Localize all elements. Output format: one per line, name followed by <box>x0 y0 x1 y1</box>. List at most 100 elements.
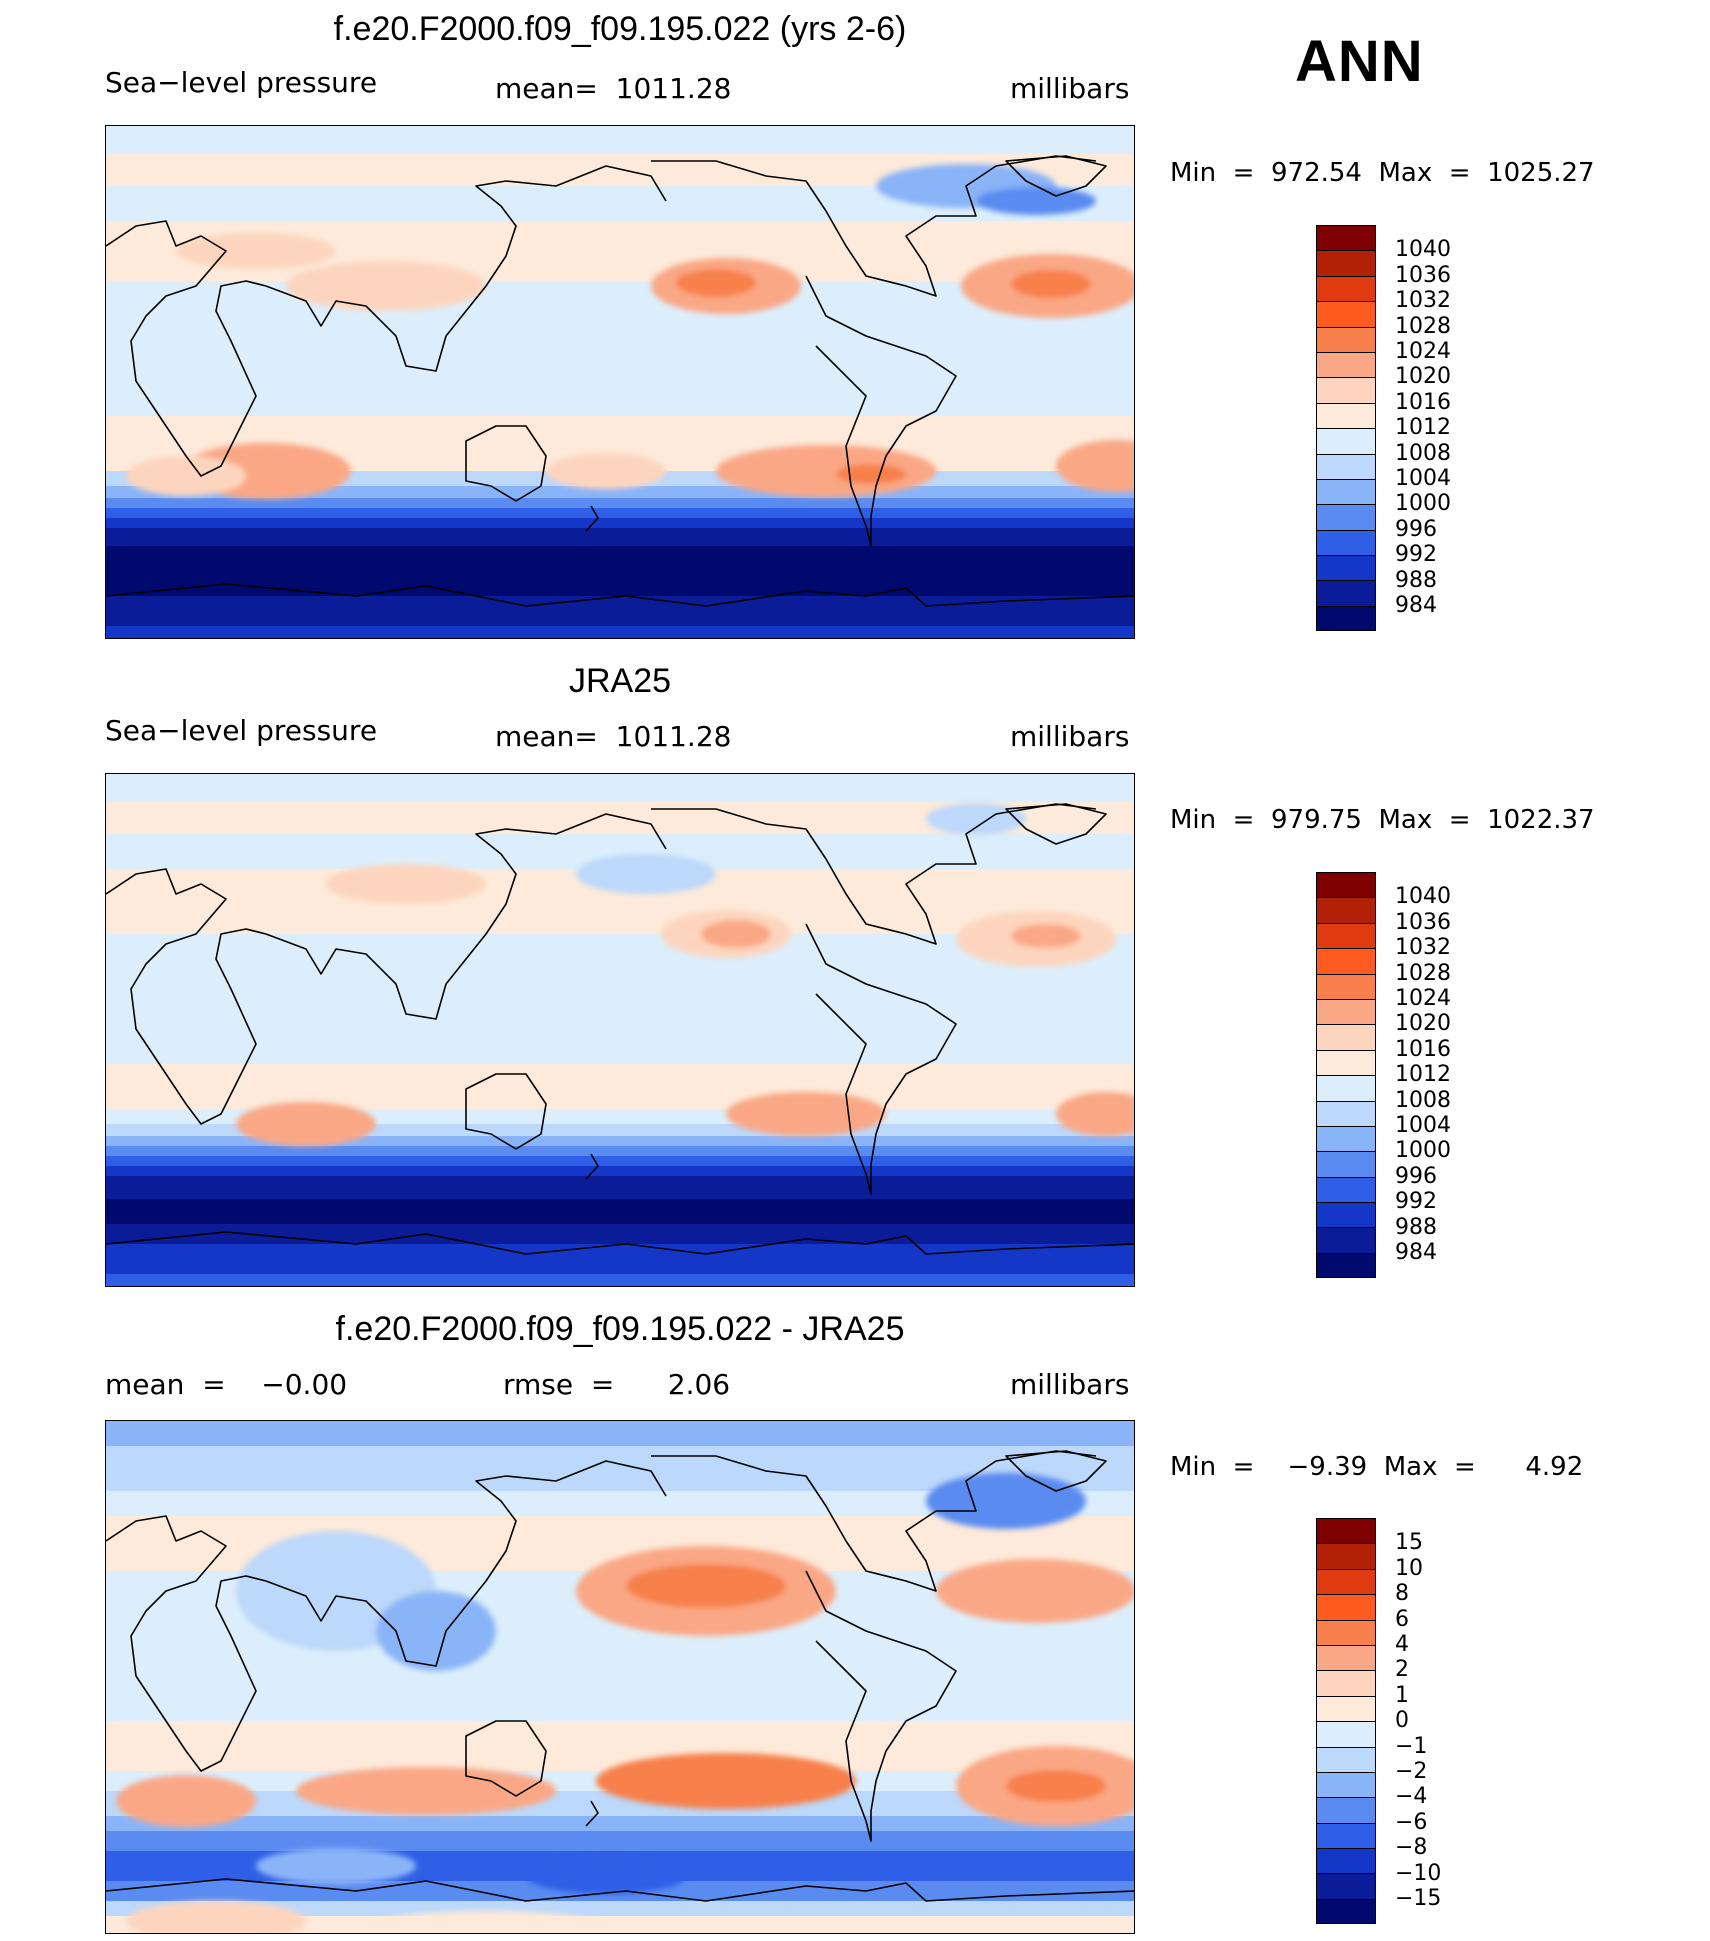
colorbar-tick-label: 1024 <box>1395 986 1451 1011</box>
colorbar-tick-label: 1016 <box>1395 389 1451 415</box>
colorbar-swatch <box>1316 301 1376 327</box>
colorbar-tick-label: 4 <box>1395 1632 1409 1657</box>
contour-band <box>106 1224 1134 1244</box>
contour-band <box>106 626 1134 638</box>
contour-region <box>116 1775 256 1827</box>
coastline <box>585 505 599 532</box>
colorbar-swatch <box>1316 275 1376 302</box>
coastline <box>106 868 267 1125</box>
colorbar-swatch <box>1316 1619 1376 1645</box>
colorbar-swatch <box>1316 1227 1376 1253</box>
coastline <box>465 1073 547 1150</box>
colorbar-swatch <box>1316 1125 1376 1152</box>
colorbar-tick-label: −8 <box>1395 1835 1428 1861</box>
coastline <box>106 583 1134 607</box>
coastline <box>805 275 957 547</box>
panel-3-units-label: millibars <box>1010 1368 1130 1401</box>
colorbar-swatch <box>1316 1075 1376 1101</box>
panel-1-title: f.e20.F2000.f09_f09.195.022 (yrs 2-6) <box>333 10 907 48</box>
colorbar-swatch <box>1316 1644 1376 1671</box>
colorbar-tick-label: 988 <box>1395 567 1437 593</box>
contour-region <box>126 456 246 496</box>
colorbar-tick-label: 0 <box>1395 1708 1409 1734</box>
colorbar-tick-label: 996 <box>1395 516 1437 542</box>
panel-2-minmax: Min = 979.75 Max = 1022.37 <box>1170 805 1595 835</box>
contour-band <box>106 1831 1134 1851</box>
contour-band <box>106 528 1134 546</box>
colorbar-tick-label: 984 <box>1395 1240 1437 1265</box>
panel-1-units-label: millibars <box>1010 72 1130 105</box>
colorbar-tick-label: 6 <box>1395 1606 1409 1632</box>
contour-region <box>376 1591 496 1671</box>
colorbar-swatch <box>1316 605 1376 632</box>
contour-band <box>106 1166 1134 1176</box>
colorbar-swatch <box>1316 326 1376 352</box>
colorbar-tick-label: 992 <box>1395 542 1437 568</box>
colorbar-swatch <box>1316 1568 1376 1595</box>
contour-band <box>106 518 1134 528</box>
panel-2-mean-label: mean= 1011.28 <box>495 720 732 753</box>
contour-region <box>296 1767 556 1815</box>
contour-band <box>106 596 1134 626</box>
panel-3-map <box>105 1420 1135 1934</box>
coastline <box>651 1450 1097 1592</box>
coastline <box>465 1720 547 1797</box>
colorbar-swatch <box>1316 1176 1376 1203</box>
contour-band <box>106 1146 1134 1156</box>
coastline <box>585 1800 599 1827</box>
colorbar-tick-label: 1000 <box>1395 491 1451 517</box>
coastline <box>265 165 667 372</box>
coastline <box>465 425 547 502</box>
contour-region <box>936 1559 1134 1623</box>
contour-map <box>106 126 1134 638</box>
coastline <box>805 1570 957 1842</box>
contour-region <box>1056 1092 1134 1136</box>
contour-region <box>1056 440 1134 492</box>
colorbar-swatch <box>1316 1518 1376 1544</box>
panel-1-variable-label: Sea−level pressure <box>105 66 378 99</box>
colorbar-tick-label: 996 <box>1395 1163 1437 1189</box>
contour-band <box>106 126 1134 154</box>
panel-3-colorbar <box>1316 1518 1376 1925</box>
colorbar-swatch <box>1316 1695 1376 1722</box>
colorbar-tick-label: 1004 <box>1395 1113 1451 1138</box>
colorbar-swatch <box>1316 1898 1376 1925</box>
contour-region <box>546 453 666 489</box>
colorbar-swatch <box>1316 225 1376 251</box>
colorbar-tick-label: 1020 <box>1395 1011 1451 1037</box>
panel-2-variable-label: Sea−level pressure <box>105 714 378 747</box>
colorbar-swatch <box>1316 1670 1376 1696</box>
colorbar-swatch <box>1316 529 1376 556</box>
colorbar-tick-label: −10 <box>1395 1860 1442 1886</box>
colorbar-swatch <box>1316 428 1376 454</box>
contour-region <box>126 1901 306 1933</box>
colorbar-tick-label: 1040 <box>1395 237 1451 263</box>
colorbar-tick-label: 8 <box>1395 1581 1409 1607</box>
colorbar-swatch <box>1316 1543 1376 1569</box>
coastline <box>106 1878 1134 1902</box>
contour-region <box>1011 924 1081 948</box>
colorbar-tick-label: 2 <box>1395 1657 1409 1683</box>
contour-band <box>106 1901 1134 1916</box>
contour-band <box>106 1244 1134 1274</box>
colorbar-tick-label: −15 <box>1395 1886 1442 1911</box>
colorbar-swatch <box>1316 1721 1376 1747</box>
colorbar-tick-label: 984 <box>1395 593 1437 618</box>
contour-region <box>286 261 486 311</box>
panel-2-title: JRA25 <box>568 662 672 700</box>
coastline <box>265 1460 667 1667</box>
contour-region <box>1006 1770 1106 1802</box>
contour-region <box>326 864 486 904</box>
colorbar-tick-label: 1032 <box>1395 935 1451 961</box>
coastline <box>805 923 957 1195</box>
contour-region <box>176 233 336 269</box>
contour-region <box>836 464 906 484</box>
colorbar-swatch <box>1316 897 1376 923</box>
colorbar-swatch <box>1316 1746 1376 1772</box>
colorbar-tick-label: 1012 <box>1395 415 1451 441</box>
contour-region <box>256 1848 416 1884</box>
panel-2-units-label: millibars <box>1010 720 1130 753</box>
colorbar-tick-label: 1024 <box>1395 339 1451 364</box>
contour-band <box>106 1156 1134 1166</box>
panel-1-colorbar <box>1316 225 1376 632</box>
